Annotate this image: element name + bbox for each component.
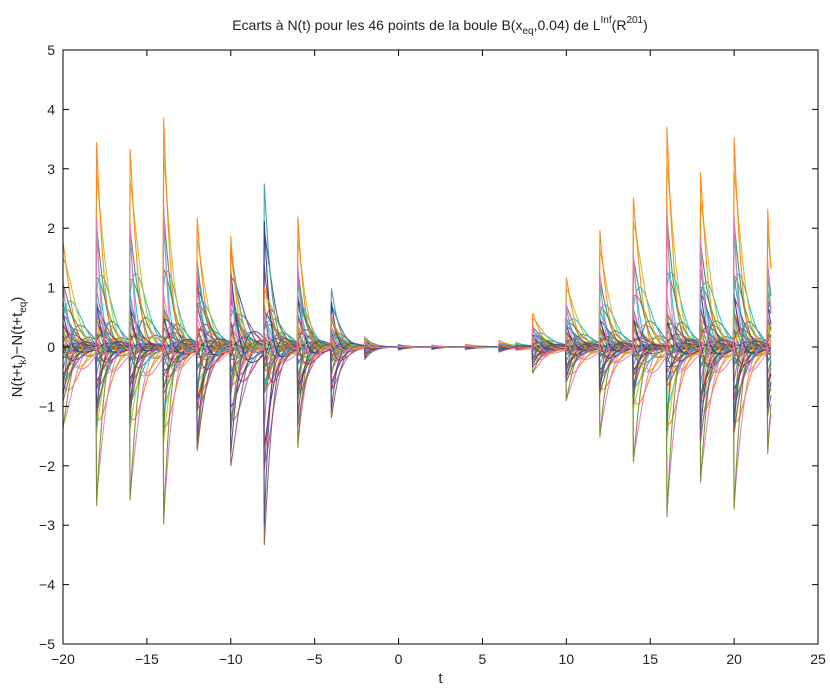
series-lines xyxy=(62,117,772,546)
x-axis-label: t xyxy=(438,670,443,687)
title-part-prefix: Ecarts à N(t) pour les 46 points de la b… xyxy=(232,17,522,33)
title-part-mid2: (R xyxy=(612,17,627,33)
ylabel-part-p1: N(t+t xyxy=(9,364,26,398)
y-tick-label: 4 xyxy=(47,101,55,117)
series-line-46 xyxy=(62,203,772,377)
y-axis-label-text: N(t+tk)−N(t+teq) xyxy=(9,297,29,398)
ylabel-part-p2: )−N(t+t xyxy=(9,312,26,360)
x-tick-label: −20 xyxy=(51,651,75,667)
y-tick-label: 0 xyxy=(47,339,55,355)
y-tick-label: −4 xyxy=(39,577,55,593)
chart-title-text: Ecarts à N(t) pour les 46 points de la b… xyxy=(232,15,648,37)
title-part-sup2: 201 xyxy=(626,15,643,26)
y-tick-label: −1 xyxy=(39,398,55,414)
x-tick-label: 10 xyxy=(559,651,575,667)
x-tick-label: −15 xyxy=(135,651,159,667)
title-part-sup1: Inf xyxy=(601,15,612,26)
chart-title: Ecarts à N(t) pour les 46 points de la b… xyxy=(232,15,648,37)
y-axis-label: N(t+tk)−N(t+teq) xyxy=(9,297,29,398)
title-part-mid: ,0.04) de L xyxy=(534,17,601,33)
y-tick-label: −3 xyxy=(39,517,55,533)
ylabel-part-s1: k xyxy=(18,358,29,364)
x-tick-label: −5 xyxy=(307,651,323,667)
x-tick-label: 25 xyxy=(810,651,826,667)
ylabel-part-s2: eq xyxy=(18,302,29,313)
x-tick-label: 0 xyxy=(395,651,403,667)
y-tick-label: −5 xyxy=(39,636,55,652)
x-tick-label: 5 xyxy=(479,651,487,667)
y-tick-label: −2 xyxy=(39,458,55,474)
x-axis: −20 −15 −10 −5 0 5 10 15 20 25 xyxy=(51,50,826,667)
ylabel-part-p3: ) xyxy=(9,297,26,302)
x-tick-label: 20 xyxy=(726,651,742,667)
x-tick-label: −10 xyxy=(219,651,243,667)
y-tick-label: 1 xyxy=(47,280,55,296)
y-axis: −5 −4 −3 −2 −1 0 1 2 3 4 5 xyxy=(39,42,818,652)
y-tick-label: 2 xyxy=(47,220,55,236)
y-tick-label: 5 xyxy=(47,42,55,58)
title-part-suffix: ) xyxy=(643,17,648,33)
x-tick-label: 15 xyxy=(642,651,658,667)
title-part-sub1: eq xyxy=(522,26,533,37)
y-tick-label: 3 xyxy=(47,161,55,177)
